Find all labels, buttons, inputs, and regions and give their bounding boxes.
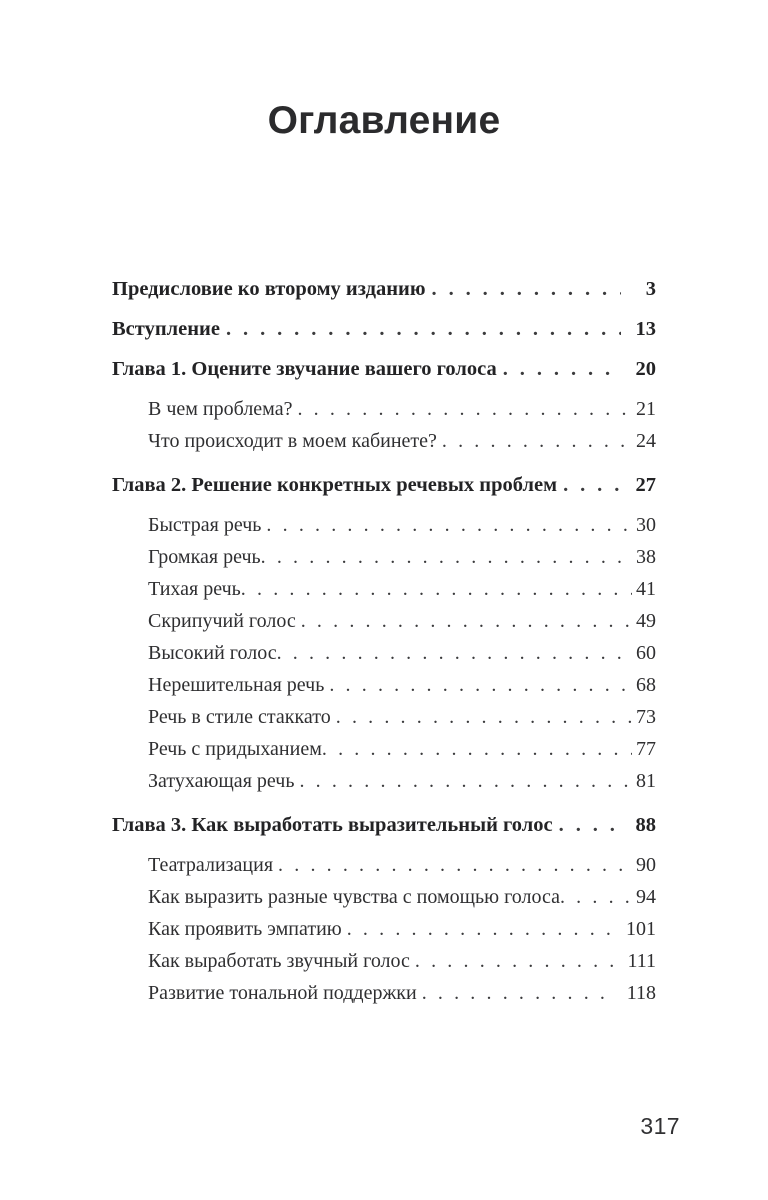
table-of-contents: Предисловие ко второму изданию. . . . . …	[112, 276, 656, 1012]
toc-entry-section[interactable]: Как проявить эмпатию. . . . . . . . . . …	[148, 916, 656, 948]
toc-entry-label: Как выразить разные чувства с помощью го…	[148, 886, 560, 908]
toc-entry-label: Глава 2. Решение конкретных речевых проб…	[112, 474, 558, 496]
toc-entry-label: Нерешительная речь	[148, 674, 325, 696]
toc-entry-section[interactable]: Что происходит в моем кабинете?. . . . .…	[148, 428, 656, 460]
toc-leader-dots: . . . . . . . . . . . . . . . . . . . . …	[266, 514, 632, 536]
toc-entry-page-number: 21	[636, 398, 656, 420]
toc-leader-dots: . . . . . . . . . . . . . . . . . . . . …	[346, 918, 615, 940]
toc-entry-page-number: 88	[635, 814, 657, 836]
page-title: Оглавление	[267, 99, 501, 142]
toc-leader-dots: . . . . . . . . . . . . . . . . . . . . …	[240, 578, 632, 600]
toc-entry-chapter[interactable]: Предисловие ко второму изданию. . . . . …	[112, 276, 656, 316]
toc-leader-dots: . . . . . . . . . . . . . . . . . . . . …	[299, 770, 632, 792]
toc-entry-label: Предисловие ко второму изданию	[112, 278, 426, 300]
toc-entry-label: Как выработать звучный голос	[148, 950, 410, 972]
toc-entry-label: Речь в стиле стаккато	[148, 706, 331, 728]
toc-leader-dots: . . . . . . . . . . . . . . . . . . . . …	[321, 738, 632, 760]
toc-leader-dots: . . . . . . . . . . . . . . . . . . . . …	[421, 982, 615, 1004]
toc-entry-section[interactable]: Театрализация. . . . . . . . . . . . . .…	[148, 852, 656, 884]
toc-leader-dots: . . . . . . . . . . . . . . . . . . . . …	[278, 854, 632, 876]
toc-entry-section[interactable]: Речь с придыханием. . . . . . . . . . . …	[148, 736, 656, 768]
toc-entry-section[interactable]: Как выработать звучный голос. . . . . . …	[148, 948, 656, 980]
toc-entry-label: Как проявить эмпатию	[148, 918, 342, 940]
toc-entry-page-number: 24	[636, 430, 656, 452]
toc-entry-section[interactable]: Нерешительная речь. . . . . . . . . . . …	[148, 672, 656, 704]
toc-leader-dots: . . . . . . . . . . . . . . . . . . . . …	[276, 642, 632, 664]
toc-entry-section[interactable]: Речь в стиле стаккато. . . . . . . . . .…	[148, 704, 656, 736]
toc-entry-page-number: 118	[626, 982, 656, 1004]
toc-entry-page-number: 81	[636, 770, 656, 792]
toc-entry-page-number: 94	[636, 886, 656, 908]
toc-leader-dots: . . . . . . . . . . . . . . . . . . . . …	[441, 430, 632, 452]
toc-entry-page-number: 41	[636, 578, 656, 600]
toc-entry-chapter[interactable]: Глава 3. Как выработать выразительный го…	[112, 812, 656, 852]
toc-entry-label: Затухающая речь	[148, 770, 295, 792]
toc-entry-page-number: 111	[627, 950, 656, 972]
toc-leader-dots: . . . . . . . . . . . . . . . . . . . . …	[431, 278, 621, 300]
toc-leader-dots: . . . . . . . . . . . . . . . . . . . . …	[563, 474, 621, 496]
toc-entry-label: Речь с придыханием	[148, 738, 322, 760]
toc-entry-page-number: 38	[636, 546, 656, 568]
toc-entry-page-number: 101	[626, 918, 656, 940]
toc-leader-dots: . . . . . . . . . . . . . . . . . . . . …	[559, 886, 632, 908]
toc-entry-section[interactable]: Затухающая речь. . . . . . . . . . . . .…	[148, 768, 656, 800]
page-number: 317	[640, 1113, 680, 1139]
toc-entry-label: Театрализация	[148, 854, 274, 876]
toc-entry-page-number: 49	[636, 610, 656, 632]
toc-entry-label: Что происходит в моем кабинете?	[148, 430, 437, 452]
toc-entry-label: Высокий голос	[148, 642, 277, 664]
toc-entry-label: Громкая речь	[148, 546, 261, 568]
toc-entry-page-number: 20	[635, 358, 657, 380]
toc-entry-page-number: 30	[636, 514, 656, 536]
toc-entry-label: Быстрая речь	[148, 514, 262, 536]
toc-entry-page-number: 27	[635, 474, 657, 496]
toc-leader-dots: . . . . . . . . . . . . . . . . . . . . …	[414, 950, 615, 972]
toc-leader-dots: . . . . . . . . . . . . . . . . . . . . …	[329, 674, 632, 696]
toc-leader-dots: . . . . . . . . . . . . . . . . . . . . …	[260, 546, 632, 568]
toc-leader-dots: . . . . . . . . . . . . . . . . . . . . …	[225, 318, 621, 340]
toc-leader-dots: . . . . . . . . . . . . . . . . . . . . …	[335, 706, 632, 728]
toc-entry-section[interactable]: Скрипучий голос. . . . . . . . . . . . .…	[148, 608, 656, 640]
toc-entry-label: В чем проблема?	[148, 398, 293, 420]
toc-leader-dots: . . . . . . . . . . . . . . . . . . . . …	[502, 358, 621, 380]
toc-entry-page-number: 77	[636, 738, 656, 760]
toc-entry-page-number: 60	[636, 642, 656, 664]
toc-entry-label: Глава 3. Как выработать выразительный го…	[112, 814, 553, 836]
toc-entry-label: Тихая речь	[148, 578, 241, 600]
toc-entry-chapter[interactable]: Глава 2. Решение конкретных речевых проб…	[112, 472, 656, 512]
toc-entry-section[interactable]: В чем проблема?. . . . . . . . . . . . .…	[148, 396, 656, 428]
toc-entry-section[interactable]: Высокий голос. . . . . . . . . . . . . .…	[148, 640, 656, 672]
toc-entry-label: Вступление	[112, 318, 220, 340]
toc-entry-page-number: 68	[636, 674, 656, 696]
toc-entry-label: Скрипучий голос	[148, 610, 296, 632]
toc-entry-section[interactable]: Развитие тональной поддержки. . . . . . …	[148, 980, 656, 1012]
toc-entry-label: Развитие тональной поддержки	[148, 982, 417, 1004]
toc-leader-dots: . . . . . . . . . . . . . . . . . . . . …	[297, 398, 632, 420]
toc-entry-section[interactable]: Громкая речь. . . . . . . . . . . . . . …	[148, 544, 656, 576]
toc-entry-section[interactable]: Быстрая речь. . . . . . . . . . . . . . …	[148, 512, 656, 544]
toc-entry-page-number: 90	[636, 854, 656, 876]
toc-entry-chapter[interactable]: Глава 1. Оцените звучание вашего голоса.…	[112, 356, 656, 396]
toc-entry-label: Глава 1. Оцените звучание вашего голоса	[112, 358, 497, 380]
toc-entry-chapter[interactable]: Вступление. . . . . . . . . . . . . . . …	[112, 316, 656, 356]
toc-entry-page-number: 13	[635, 318, 657, 340]
toc-leader-dots: . . . . . . . . . . . . . . . . . . . . …	[558, 814, 621, 836]
toc-entry-page-number: 73	[636, 706, 656, 728]
toc-entry-section[interactable]: Тихая речь. . . . . . . . . . . . . . . …	[148, 576, 656, 608]
toc-entry-page-number: 3	[645, 278, 656, 300]
toc-leader-dots: . . . . . . . . . . . . . . . . . . . . …	[300, 610, 632, 632]
toc-entry-section[interactable]: Как выразить разные чувства с помощью го…	[148, 884, 656, 916]
